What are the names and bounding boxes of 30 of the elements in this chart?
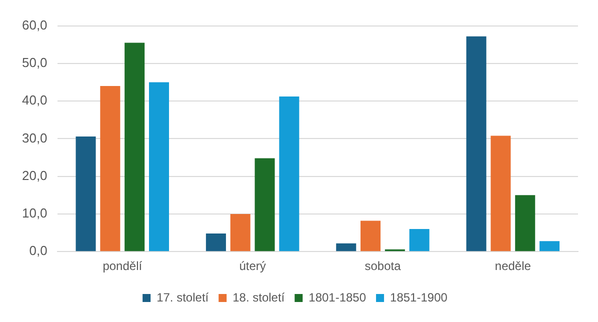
y-tick-label: 50,0 [22,55,48,70]
legend-label: 17. století [156,290,210,304]
legend-label: 1851-1900 [390,290,448,304]
bar [490,136,511,252]
bar [76,136,96,252]
bar [124,42,145,252]
bar [336,243,356,252]
bar [230,214,250,252]
x-tick-label: neděle [494,259,532,274]
x-tick-label: úterý [239,259,266,274]
bar [148,82,170,252]
bar [515,195,536,252]
bar [100,86,120,252]
bar [254,158,275,252]
bar [466,36,486,252]
legend-label: 18. století [232,290,286,304]
y-tick-label: 20,0 [22,168,48,183]
y-tick-label: 30,0 [22,130,48,146]
x-tick-label: sobota [364,259,402,274]
bar [540,241,560,252]
bar [409,229,430,252]
bar [360,220,381,252]
bar [279,96,300,252]
x-tick-label: pondělí [102,259,143,274]
y-tick-label: 60,0 [22,17,48,32]
legend-label: 1801-1850 [308,290,366,304]
bar [206,234,226,252]
y-tick-label: 40,0 [22,92,48,108]
y-tick-label: 0,0 [29,243,48,258]
y-tick-label: 10,0 [22,206,48,221]
